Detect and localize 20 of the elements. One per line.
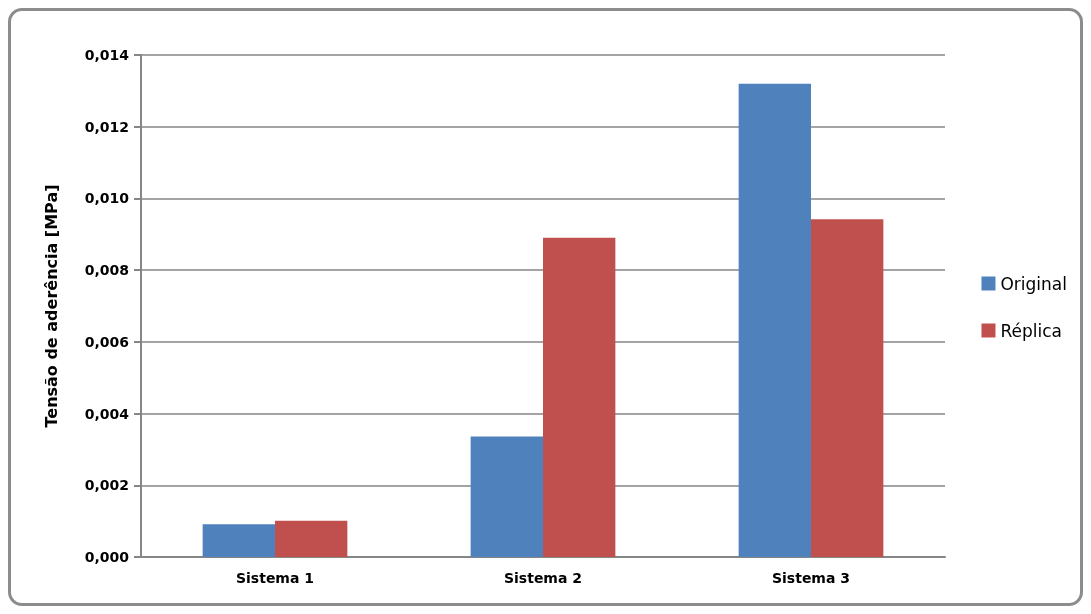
y-tick-label: 0,010 (84, 190, 130, 207)
legend-label: Réplica (1000, 320, 1062, 341)
y-tick-label: 0,014 (84, 47, 130, 63)
bar (738, 83, 811, 557)
y-axis-title: Tensão de aderência [MPa] (41, 184, 61, 428)
bar (811, 219, 884, 557)
x-tick-label: Sistema 1 (235, 570, 315, 586)
bar (470, 436, 543, 557)
y-tick-label: 0,008 (84, 262, 129, 279)
y-tick-label: 0,004 (84, 405, 130, 422)
y-tick-label: 0,006 (84, 333, 129, 350)
y-tick-label: 0,000 (84, 549, 130, 565)
x-tick-label: Sistema 2 (503, 570, 583, 586)
y-tick-label: 0,012 (84, 118, 129, 135)
bar (275, 520, 348, 557)
y-tick-label: 0,002 (84, 477, 129, 494)
bar (202, 524, 275, 557)
bar (543, 237, 616, 557)
x-tick-label: Sistema 3 (771, 570, 851, 586)
legend-label: Original (1000, 273, 1068, 294)
